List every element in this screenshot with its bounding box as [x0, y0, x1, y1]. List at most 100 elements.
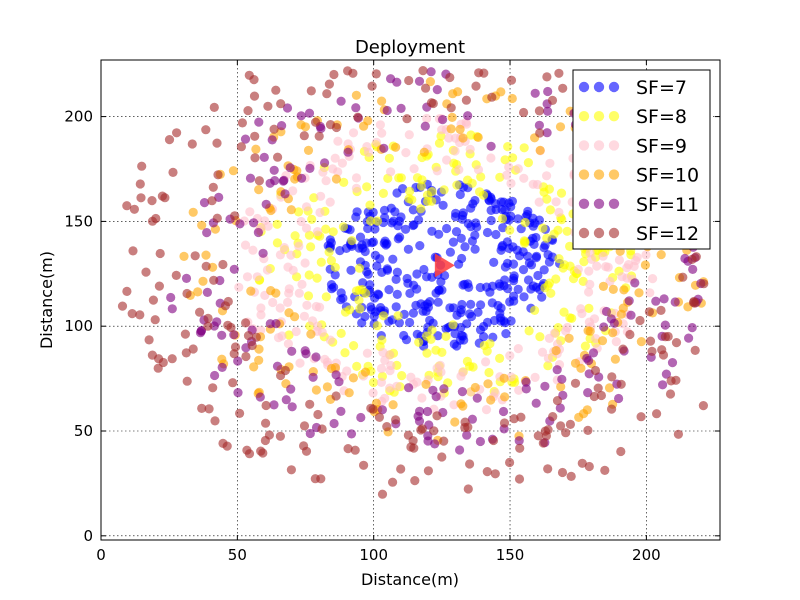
data-point — [368, 388, 378, 398]
data-point — [598, 281, 609, 291]
data-point — [414, 215, 424, 225]
data-point — [608, 328, 618, 338]
data-point — [367, 81, 377, 91]
data-point — [699, 279, 709, 289]
legend-marker — [578, 169, 590, 180]
data-point — [514, 385, 524, 395]
data-point — [470, 244, 480, 254]
data-point — [338, 293, 348, 303]
data-point — [377, 128, 387, 138]
data-point — [351, 173, 362, 183]
data-point — [395, 232, 405, 242]
data-point — [372, 321, 382, 331]
data-point — [352, 207, 362, 217]
data-point — [302, 300, 312, 310]
data-point — [507, 153, 518, 163]
data-point — [237, 118, 247, 128]
data-point — [283, 297, 293, 307]
data-point — [498, 223, 508, 233]
data-point — [370, 224, 380, 234]
data-point — [321, 224, 331, 234]
data-point — [502, 170, 512, 180]
data-point — [277, 331, 287, 341]
data-point — [600, 465, 610, 475]
data-point — [282, 103, 293, 113]
data-point — [494, 279, 504, 289]
data-point — [321, 176, 331, 186]
data-point — [351, 183, 361, 193]
data-point — [208, 182, 218, 192]
data-point — [151, 213, 161, 224]
data-point — [412, 329, 422, 339]
data-point — [630, 278, 640, 288]
data-point — [500, 262, 510, 272]
data-point — [342, 366, 352, 376]
data-point — [506, 75, 517, 85]
data-point — [374, 412, 384, 422]
data-point — [534, 197, 544, 207]
data-point — [497, 204, 507, 215]
data-point — [269, 124, 279, 134]
data-point — [406, 372, 416, 382]
data-point — [432, 411, 442, 421]
data-point — [272, 361, 283, 371]
data-point — [553, 225, 563, 235]
legend-marker — [608, 198, 620, 209]
data-point — [584, 266, 594, 276]
data-point — [343, 147, 353, 157]
data-point — [228, 378, 238, 388]
data-point — [401, 148, 411, 158]
data-point — [217, 330, 227, 340]
data-point — [555, 122, 566, 132]
data-point — [325, 335, 335, 345]
data-point — [299, 311, 309, 321]
data-point — [542, 194, 552, 204]
data-point — [301, 446, 312, 456]
data-point — [409, 164, 419, 174]
data-point — [305, 428, 315, 439]
data-point — [171, 270, 181, 280]
data-point — [460, 242, 470, 252]
data-point — [307, 316, 318, 326]
y-tick-label: 0 — [83, 527, 93, 545]
data-point — [423, 466, 433, 476]
data-point — [437, 125, 447, 135]
data-point — [201, 261, 211, 271]
data-point — [150, 315, 160, 325]
data-point — [392, 77, 402, 87]
data-point — [542, 171, 552, 181]
data-point — [275, 431, 285, 441]
data-point — [607, 404, 617, 414]
data-point — [255, 392, 265, 402]
data-point — [506, 211, 516, 221]
data-point — [543, 464, 553, 474]
data-point — [481, 357, 491, 367]
data-point — [535, 332, 545, 342]
data-point — [129, 204, 139, 214]
data-point — [579, 257, 589, 267]
data-point — [516, 412, 526, 422]
data-point — [137, 161, 147, 171]
data-point — [466, 222, 476, 232]
data-point — [287, 346, 297, 356]
data-point — [486, 192, 496, 202]
data-point — [476, 172, 486, 182]
data-point — [233, 356, 243, 366]
data-point — [377, 489, 388, 499]
data-point — [414, 416, 425, 426]
data-point — [530, 88, 540, 98]
data-point — [455, 189, 465, 200]
data-point — [449, 400, 459, 410]
data-point — [645, 288, 655, 298]
data-point — [402, 114, 412, 124]
data-point — [508, 259, 519, 269]
data-point — [687, 323, 697, 333]
data-point — [598, 251, 608, 261]
data-point — [218, 259, 228, 270]
data-point — [417, 424, 427, 434]
data-point — [384, 285, 394, 295]
data-point — [656, 250, 666, 260]
data-point — [164, 135, 175, 145]
data-point — [324, 247, 334, 257]
data-point — [565, 241, 575, 251]
